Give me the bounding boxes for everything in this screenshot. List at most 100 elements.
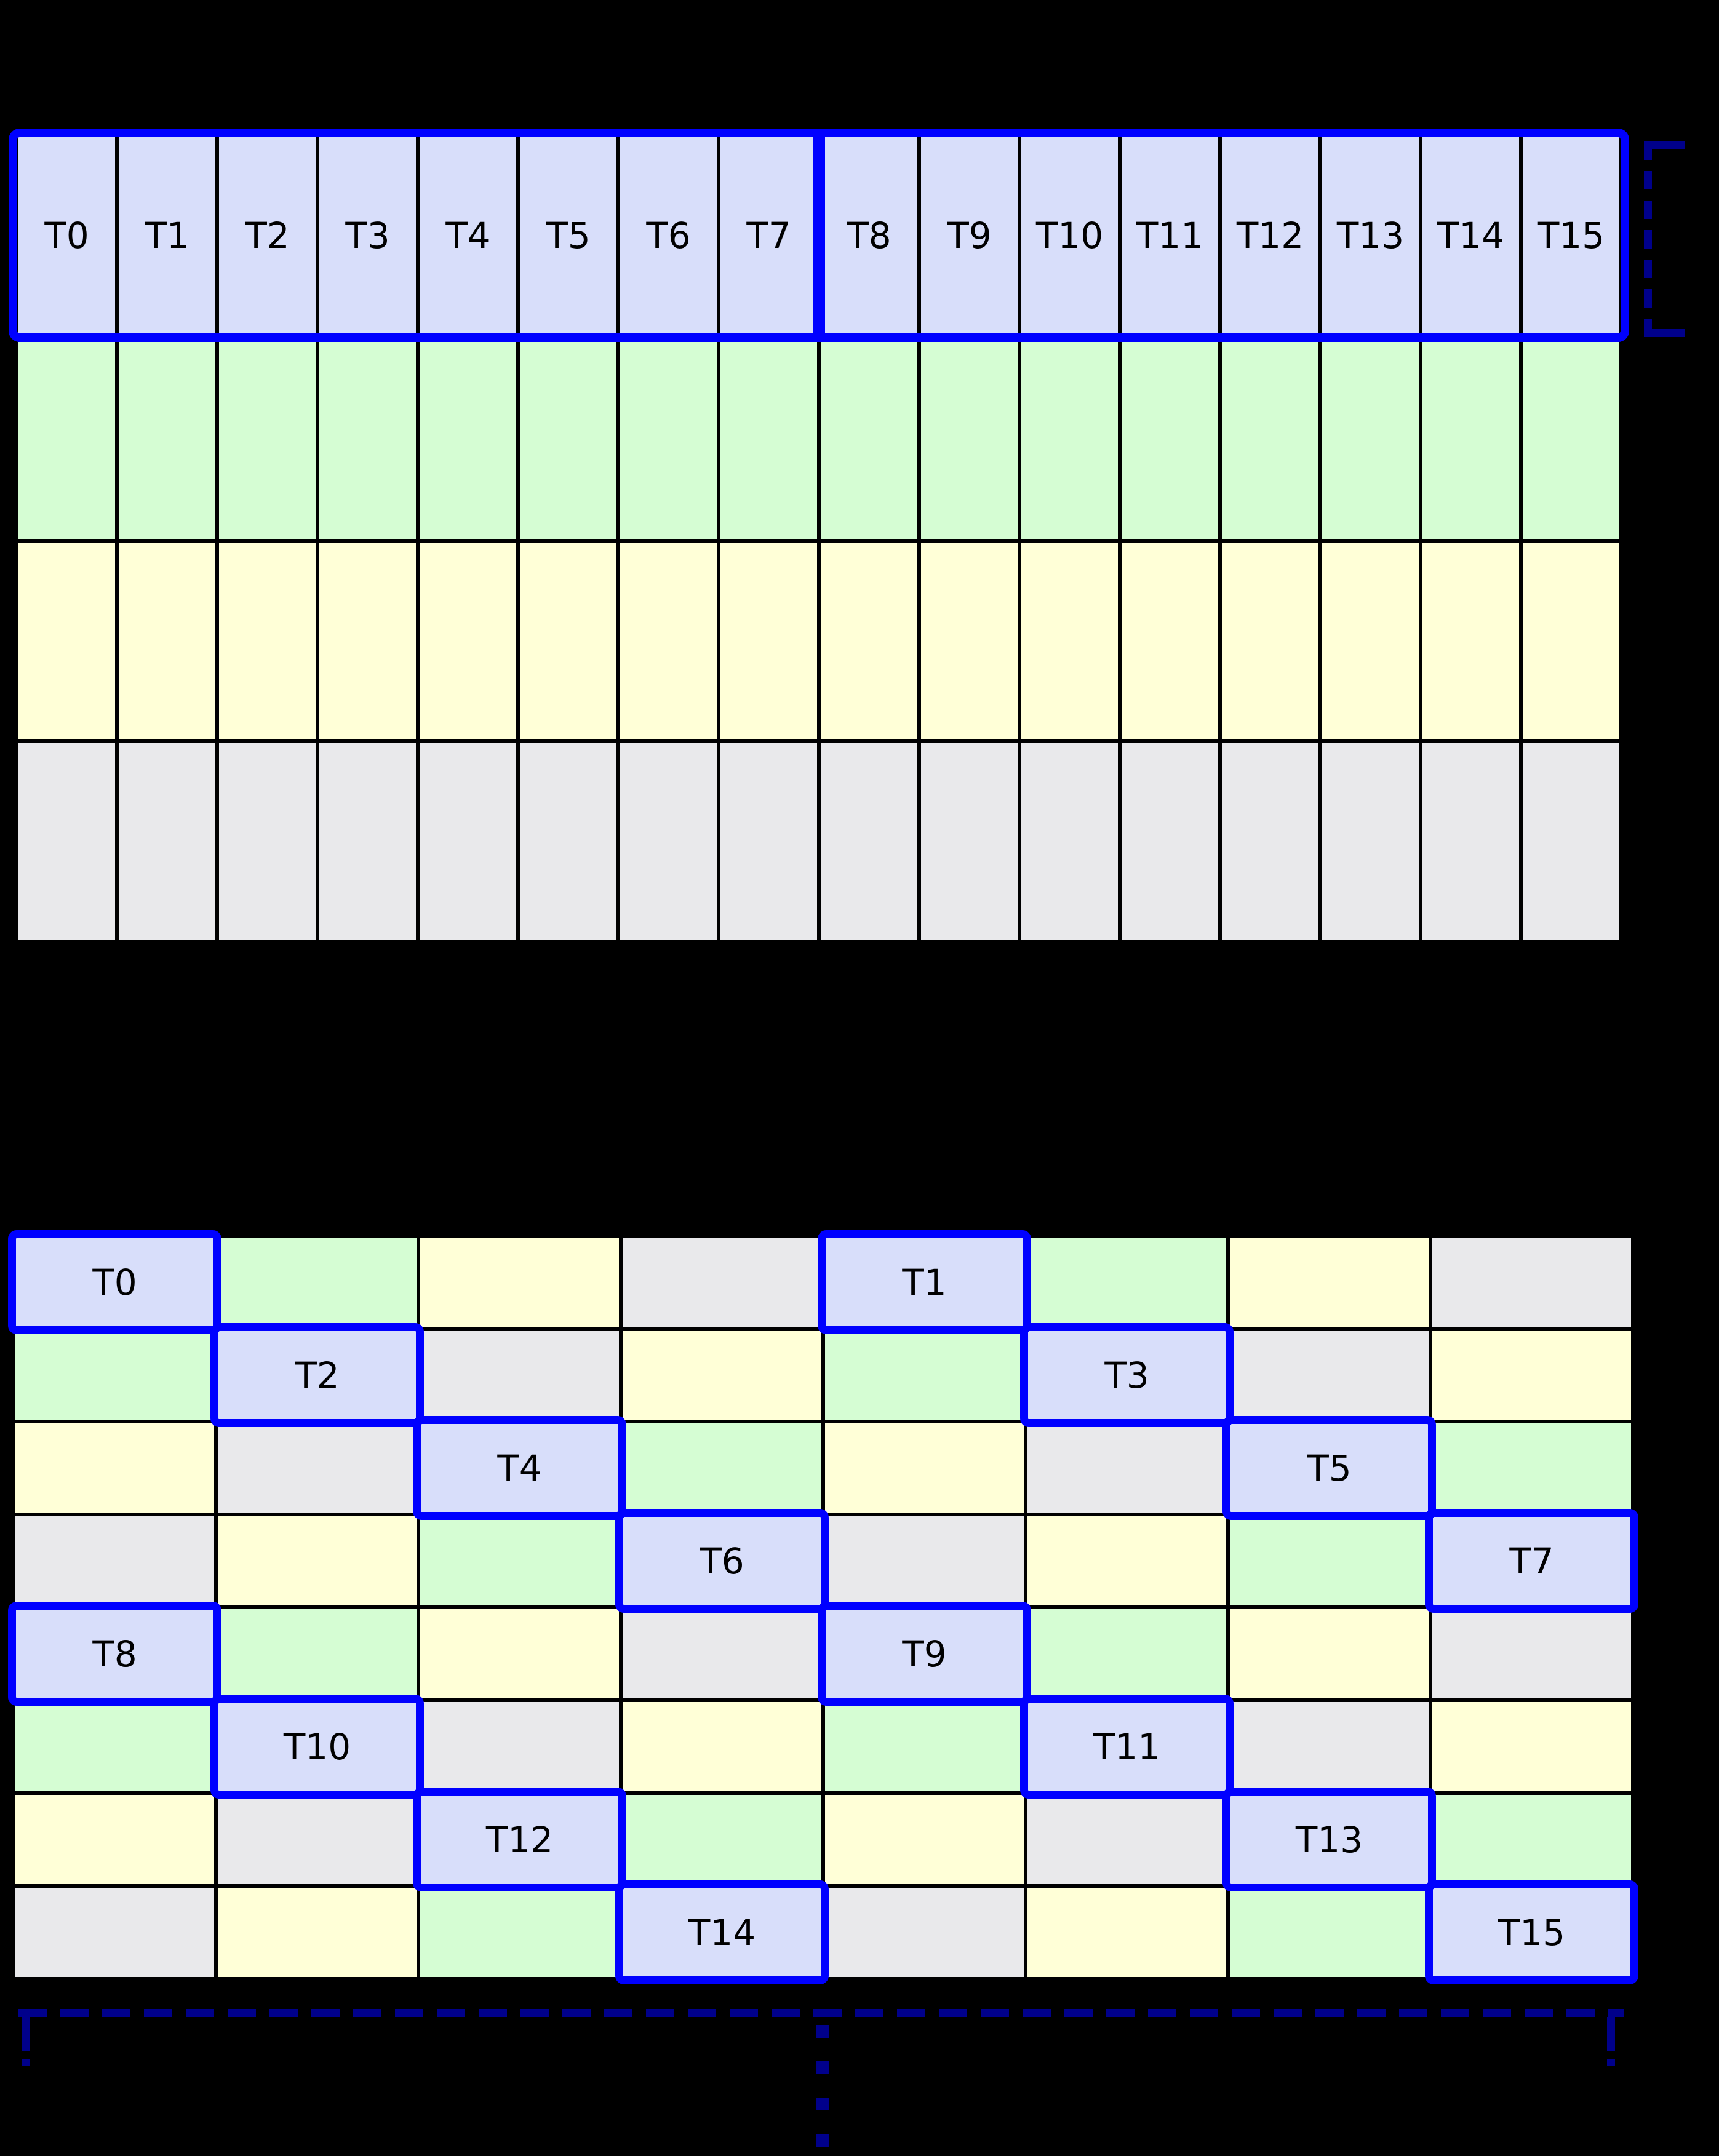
thread-highlight-outline-t11 xyxy=(1020,1695,1234,1799)
thread-cell-t14: T14 xyxy=(1422,137,1519,333)
memory-cell xyxy=(420,1516,619,1605)
memory-cell xyxy=(1230,1702,1429,1791)
memory-cell xyxy=(15,1888,214,1977)
memory-cell xyxy=(1021,342,1118,539)
thread-label: T4 xyxy=(497,1447,542,1489)
memory-cell xyxy=(825,1516,1024,1605)
thread-cell-t6: T6 xyxy=(623,1516,821,1605)
thread-label: T6 xyxy=(700,1540,744,1582)
thread-label: T5 xyxy=(546,214,591,257)
thread-label: T4 xyxy=(445,214,490,257)
memory-cell xyxy=(1432,1238,1631,1327)
memory-cell xyxy=(1027,1238,1226,1327)
memory-cell xyxy=(1432,1609,1631,1698)
thread-label: T12 xyxy=(1236,214,1304,257)
memory-cell xyxy=(720,543,817,739)
memory-cell xyxy=(1523,342,1619,539)
memory-cell xyxy=(1422,543,1519,739)
phase-bracket-left-tick xyxy=(22,2017,30,2066)
memory-cell xyxy=(623,1238,821,1327)
thread-highlight-outline-t2 xyxy=(210,1323,424,1427)
thread-cell-t7: T7 xyxy=(720,137,817,333)
memory-cell xyxy=(1222,342,1318,539)
thread-highlight-outline-t12 xyxy=(413,1788,626,1891)
memory-cell xyxy=(623,1331,821,1420)
thread-label: T5 xyxy=(1307,1447,1352,1489)
thread-cell-t9: T9 xyxy=(921,137,1018,333)
memory-cell xyxy=(1021,743,1118,940)
memory-cell xyxy=(218,1238,417,1327)
thread-label: T14 xyxy=(688,1911,756,1954)
memory-cell xyxy=(219,743,316,940)
memory-cell xyxy=(218,1609,417,1698)
memory-cell xyxy=(119,342,215,539)
thread-cell-t13: T13 xyxy=(1230,1795,1429,1884)
thread-label: T15 xyxy=(1498,1911,1566,1954)
memory-cell xyxy=(1027,1609,1226,1698)
thread-label: T1 xyxy=(145,214,189,257)
memory-cell xyxy=(420,1888,619,1977)
memory-cell xyxy=(825,1702,1024,1791)
memory-cell xyxy=(420,1702,619,1791)
memory-cell xyxy=(623,1423,821,1513)
thread-cell-t7: T7 xyxy=(1432,1516,1631,1605)
memory-cell xyxy=(1230,1238,1429,1327)
memory-row-1 xyxy=(18,342,1619,539)
thread-highlight-outline-t4 xyxy=(413,1416,626,1520)
memory-cell xyxy=(821,342,917,539)
row-bracket-bottom-tick xyxy=(1644,329,1685,337)
warp-group-divider xyxy=(813,129,825,342)
memory-cell xyxy=(420,1331,619,1420)
memory-cell xyxy=(821,743,917,940)
thread-label: T2 xyxy=(295,1354,340,1396)
memory-cell xyxy=(218,1888,417,1977)
thread-label: T14 xyxy=(1437,214,1505,257)
memory-cell xyxy=(821,543,917,739)
thread-cell-t15: T15 xyxy=(1523,137,1619,333)
thread-highlight-outline-t14 xyxy=(615,1880,829,1984)
thread-cell-t2: T2 xyxy=(218,1331,417,1420)
thread-cell-t2: T2 xyxy=(219,137,316,333)
memory-cell xyxy=(825,1795,1024,1884)
memory-cell xyxy=(1027,1888,1226,1977)
row-bracket-top-tick xyxy=(1644,141,1685,149)
memory-cell xyxy=(1322,543,1419,739)
memory-cell xyxy=(1027,1795,1226,1884)
thread-cell-t13: T13 xyxy=(1322,137,1419,333)
memory-cell xyxy=(1122,543,1218,739)
memory-cell xyxy=(319,543,416,739)
memory-cell xyxy=(319,342,416,539)
thread-cell-t3: T3 xyxy=(319,137,416,333)
memory-cell xyxy=(119,743,215,940)
thread-label: T1 xyxy=(902,1261,947,1303)
thread-label: T12 xyxy=(485,1818,554,1861)
memory-cell xyxy=(219,342,316,539)
memory-cell xyxy=(218,1423,417,1513)
phase-bracket-right-tick xyxy=(1607,2017,1615,2066)
memory-cell xyxy=(623,1702,821,1791)
thread-cell-t8: T8 xyxy=(821,137,917,333)
thread-cell-t15: T15 xyxy=(1432,1888,1631,1977)
thread-cell-t5: T5 xyxy=(1230,1423,1429,1513)
memory-cell xyxy=(1222,543,1318,739)
memory-cell xyxy=(1432,1423,1631,1513)
thread-cell-t10: T10 xyxy=(1021,137,1118,333)
memory-cell xyxy=(1422,743,1519,940)
thread-cell-t8: T8 xyxy=(15,1609,214,1698)
memory-cell xyxy=(1432,1702,1631,1791)
thread-label: T9 xyxy=(947,214,992,257)
row-bracket-vertical-dashes xyxy=(1644,141,1652,337)
memory-cell xyxy=(1222,743,1318,940)
memory-cell xyxy=(1027,1423,1226,1513)
thread-cell-t1: T1 xyxy=(119,137,215,333)
memory-cell xyxy=(15,1516,214,1605)
memory-cell xyxy=(825,1888,1024,1977)
thread-label: T0 xyxy=(92,1261,137,1303)
thread-highlight-outline-t10 xyxy=(210,1695,424,1799)
memory-cell xyxy=(825,1331,1024,1420)
memory-cell xyxy=(1523,543,1619,739)
thread-cell-t12: T12 xyxy=(1222,137,1318,333)
thread-cell-t4: T4 xyxy=(420,1423,619,1513)
memory-cell xyxy=(15,1795,214,1884)
